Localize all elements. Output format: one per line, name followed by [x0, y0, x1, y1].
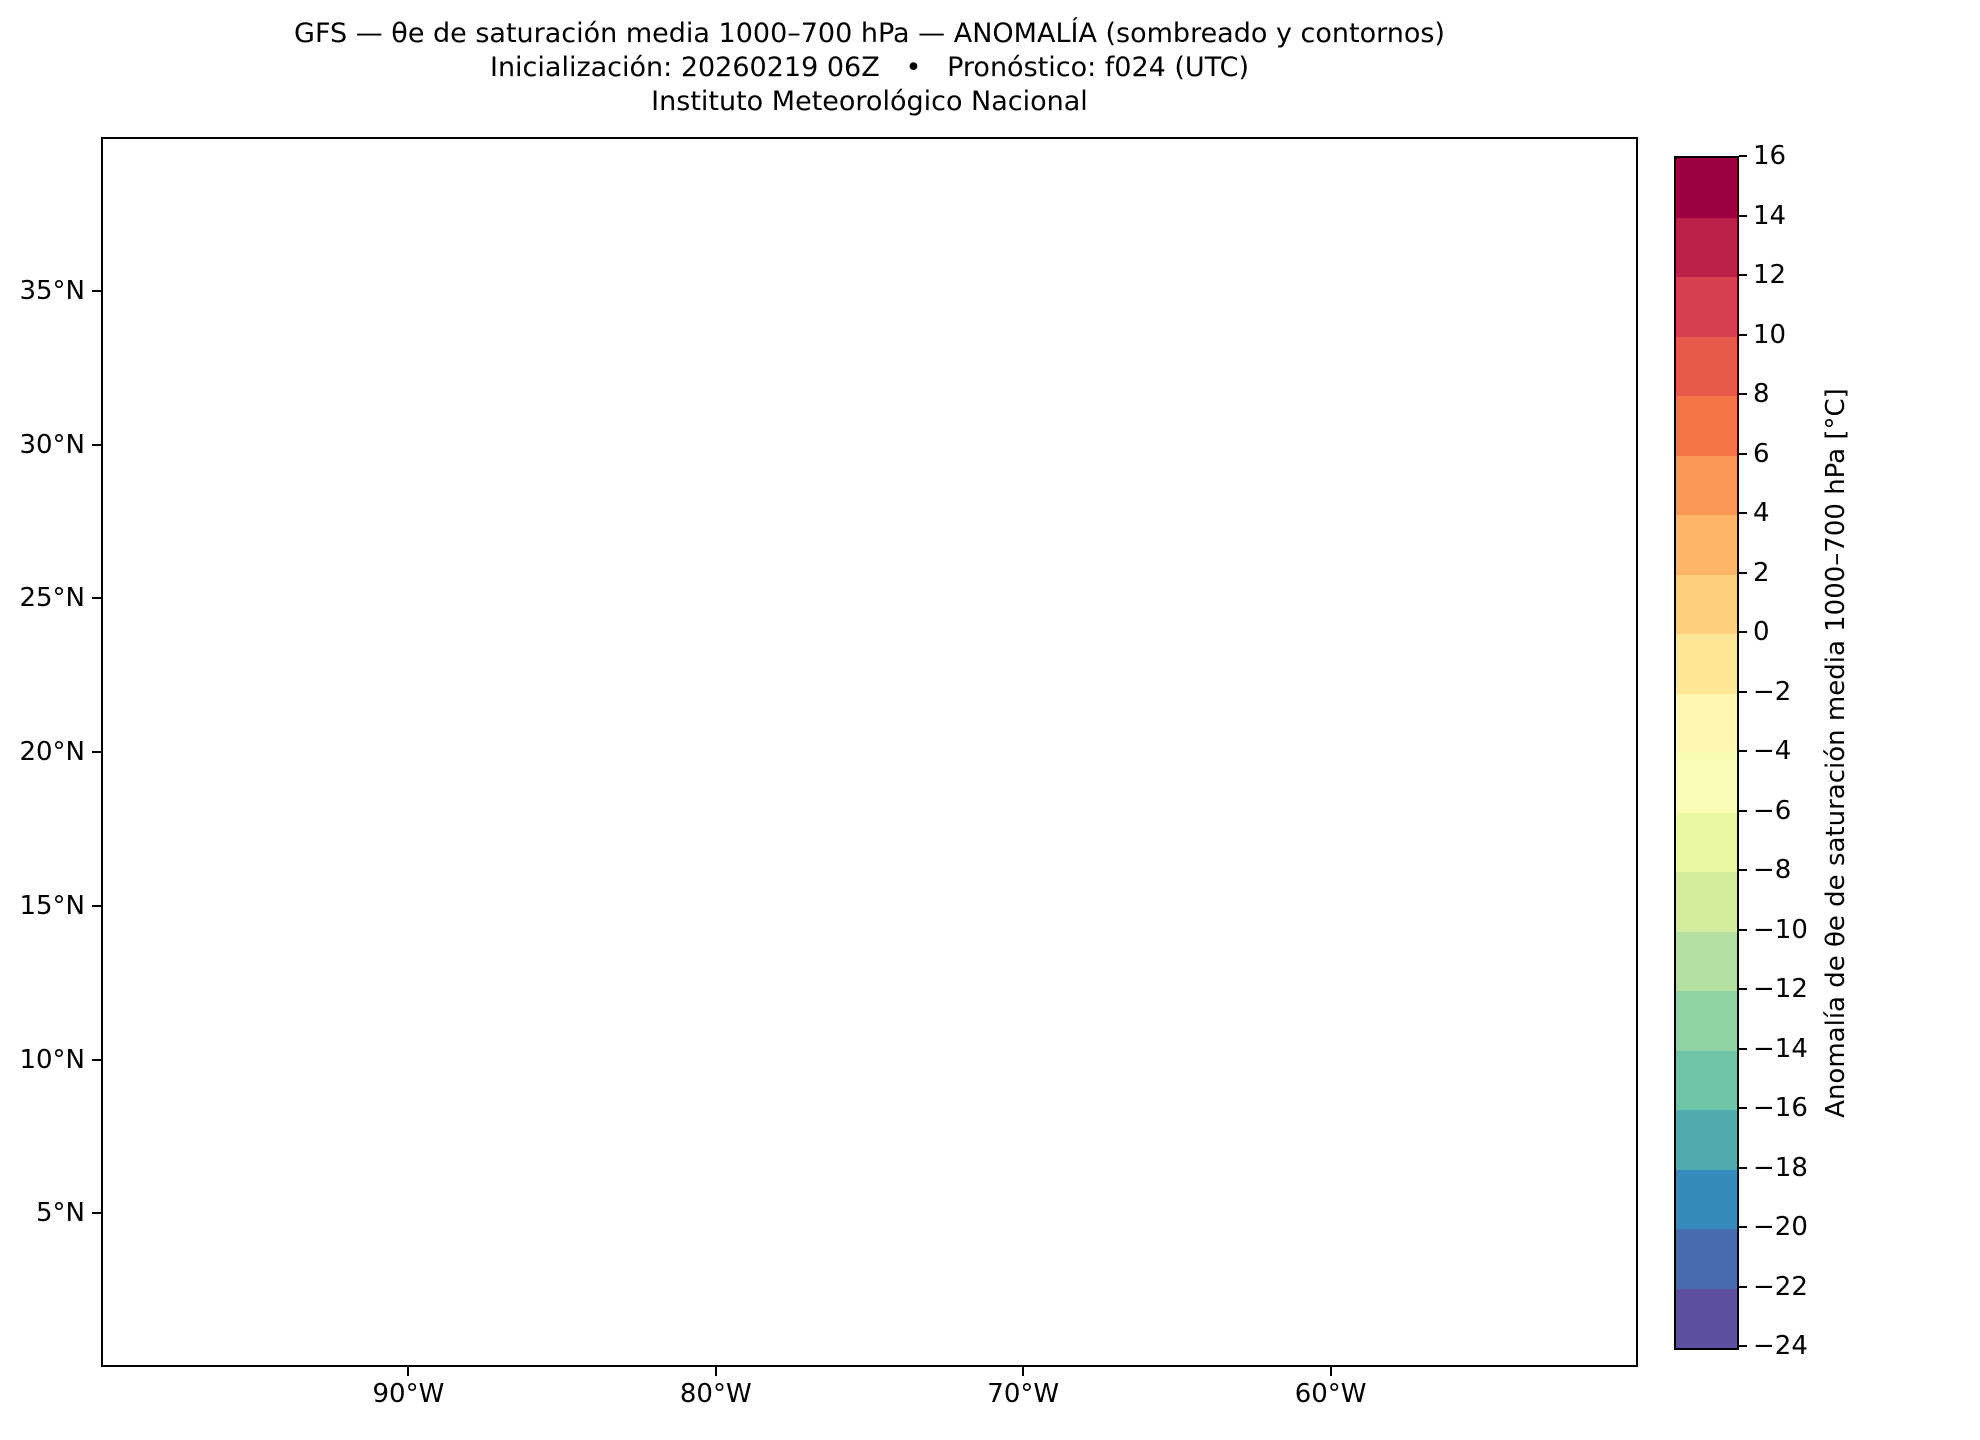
colorbar-tick-label: 8 [1753, 379, 1770, 409]
colorbar-tick-label: 12 [1753, 260, 1787, 290]
colorbar-tick-label: −6 [1753, 795, 1792, 826]
colorbar-tick-label: −20 [1753, 1212, 1808, 1242]
colorbar-segment [1676, 991, 1737, 1051]
colorbar-tick-mark [1739, 750, 1747, 752]
colorbar-tick-label: 16 [1753, 141, 1787, 171]
y-tick-label: 35°N [19, 275, 85, 306]
colorbar-segment [1676, 217, 1737, 277]
colorbar-tick-label: −14 [1753, 1033, 1808, 1064]
colorbar-tick-label: 4 [1753, 498, 1770, 528]
colorbar-tick-mark [1739, 988, 1747, 990]
colorbar-segment [1676, 574, 1737, 634]
y-tick-label: 10°N [19, 1044, 85, 1075]
colorbar-segment [1676, 1229, 1737, 1289]
colorbar-tick-label: −18 [1753, 1152, 1808, 1183]
colorbar-tick-label: −12 [1753, 974, 1808, 1004]
colorbar-segment [1676, 931, 1737, 991]
x-tick-label: 90°W [372, 1379, 445, 1409]
y-tick-mark [92, 751, 101, 753]
colorbar-tick-mark [1739, 333, 1747, 336]
colorbar-segment [1676, 396, 1737, 456]
x-tick-mark [1329, 1367, 1332, 1376]
y-tick-mark [92, 1058, 101, 1061]
colorbar-tick-label: 6 [1753, 438, 1770, 469]
x-tick-label: 60°W [1294, 1379, 1367, 1409]
colorbar-tick-label: −2 [1753, 676, 1792, 707]
colorbar-segment [1676, 158, 1737, 218]
colorbar-tick-mark [1739, 1047, 1747, 1050]
y-tick-label: 20°N [19, 737, 85, 767]
colorbar-tick-label: −8 [1753, 855, 1792, 885]
x-tick-label: 70°W [987, 1379, 1060, 1409]
colorbar-tick-mark [1739, 928, 1747, 931]
colorbar-segment [1676, 753, 1737, 813]
x-tick-mark [1022, 1367, 1025, 1376]
colorbar [1674, 156, 1739, 1350]
chart-title: GFS — θe de saturación media 1000–700 hP… [294, 18, 1445, 49]
colorbar-tick-label: −22 [1753, 1271, 1808, 1302]
colorbar-segment [1676, 872, 1737, 932]
colorbar-segment [1676, 1110, 1737, 1170]
colorbar-segment [1676, 634, 1737, 694]
colorbar-segment [1676, 455, 1737, 515]
colorbar-segment [1676, 1050, 1737, 1110]
colorbar-tick-mark [1739, 631, 1747, 633]
colorbar-segment [1676, 336, 1737, 396]
y-tick-label: 25°N [19, 583, 85, 614]
y-tick-label: 30°N [19, 429, 85, 460]
colorbar-axis-label: Anomalía de θe de saturación media 1000–… [1821, 388, 1851, 1118]
x-tick-mark [407, 1367, 410, 1376]
y-tick-label: 5°N [36, 1198, 85, 1229]
colorbar-tick-label: 0 [1753, 617, 1770, 647]
colorbar-tick-mark [1739, 214, 1747, 217]
colorbar-tick-label: 14 [1753, 200, 1787, 231]
y-tick-mark [92, 289, 101, 292]
y-tick-mark [92, 443, 101, 446]
colorbar-tick-label: 2 [1753, 557, 1770, 588]
y-tick-mark [92, 904, 101, 907]
colorbar-tick-label: −24 [1753, 1331, 1808, 1361]
colorbar-segment [1676, 693, 1737, 753]
colorbar-tick-mark [1739, 1107, 1747, 1109]
chart-subtitle-institute: Instituto Meteorológico Nacional [651, 86, 1088, 117]
y-tick-label: 15°N [19, 890, 85, 921]
x-tick-mark [714, 1367, 717, 1376]
colorbar-tick-mark [1739, 809, 1747, 812]
colorbar-tick-mark [1739, 274, 1747, 276]
y-tick-mark [92, 1212, 101, 1215]
colorbar-segment [1676, 515, 1737, 575]
colorbar-tick-mark [1739, 1166, 1747, 1169]
plot-border [101, 137, 1638, 1367]
colorbar-tick-label: −4 [1753, 736, 1792, 766]
colorbar-tick-label: 10 [1753, 319, 1787, 350]
colorbar-segment [1676, 812, 1737, 872]
colorbar-tick-mark [1739, 1226, 1747, 1228]
colorbar-tick-mark [1739, 512, 1747, 514]
y-tick-mark [92, 597, 101, 600]
x-tick-label: 80°W [679, 1379, 752, 1409]
colorbar-segment [1676, 277, 1737, 337]
colorbar-tick-label: −16 [1753, 1093, 1808, 1123]
chart-subtitle-init: Inicialización: 20260219 06Z • Pronóstic… [489, 52, 1249, 83]
colorbar-tick-mark [1739, 869, 1747, 871]
colorbar-segment [1676, 1288, 1737, 1348]
colorbar-tick-label: −10 [1753, 914, 1808, 945]
colorbar-tick-mark [1739, 1285, 1747, 1288]
colorbar-tick-mark [1739, 571, 1747, 574]
colorbar-tick-mark [1739, 155, 1747, 157]
colorbar-tick-mark [1739, 393, 1747, 395]
colorbar-segment [1676, 1169, 1737, 1229]
colorbar-tick-mark [1739, 1345, 1747, 1347]
colorbar-tick-mark [1739, 690, 1747, 693]
colorbar-tick-mark [1739, 452, 1747, 455]
